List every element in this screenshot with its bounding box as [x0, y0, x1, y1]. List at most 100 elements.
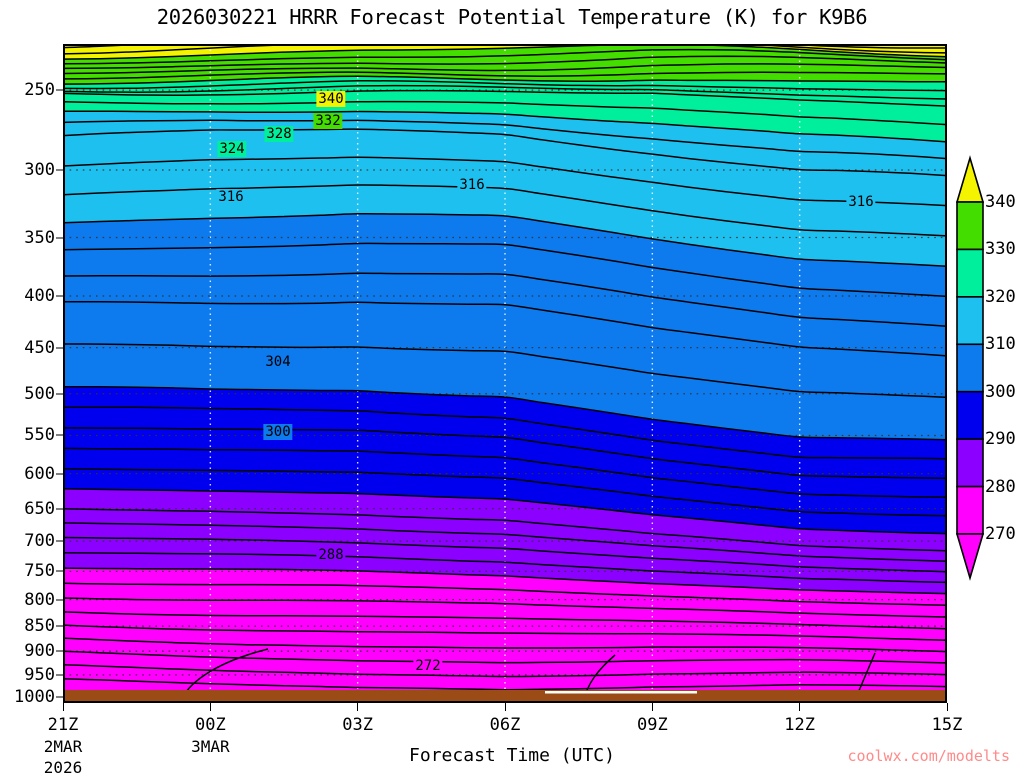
y-axis-tick-label: 300 [24, 160, 55, 180]
contour-line [63, 343, 947, 399]
colorbar-tick-label: 340 [985, 192, 1016, 212]
x-tick-time: 06Z [489, 715, 521, 735]
y-axis-tick-label: 550 [24, 425, 55, 446]
contour-line [63, 80, 947, 92]
contour-value-label: 328 [264, 126, 294, 142]
y-axis-tick-mark [56, 625, 63, 627]
x-axis-tick-label: 12Z [784, 715, 815, 735]
x-axis-tick-mark [946, 703, 948, 711]
contour-value-label: 316 [457, 177, 487, 193]
contour-line [63, 212, 947, 268]
contour-line [63, 467, 947, 517]
contour-line [63, 663, 947, 678]
x-tick-time: 12Z [784, 715, 816, 735]
y-axis-tick-label: 600 [24, 463, 55, 484]
contour-line [63, 624, 947, 641]
colorbar-tick-label: 310 [985, 334, 1016, 355]
y-axis-tick-mark [56, 540, 63, 542]
contour-line [63, 385, 947, 441]
y-axis-tick-label: 750 [24, 561, 55, 582]
contour-value-label: 324 [217, 141, 247, 157]
contour-line [63, 406, 947, 460]
contour-plot [63, 44, 947, 703]
contour-line [63, 48, 947, 65]
x-axis-tick-mark [504, 703, 506, 711]
colorbar-band [956, 438, 984, 488]
contour-line [63, 128, 947, 177]
contour-line [63, 567, 947, 595]
contour-line [63, 184, 947, 237]
y-axis-tick-mark [56, 89, 63, 91]
page-title: 2026030221 HRRR Forecast Potential Tempe… [156, 5, 868, 29]
y-axis-tick-label: 1000 [14, 687, 55, 708]
contour-line [63, 522, 947, 563]
y-axis-tick-mark [56, 674, 63, 676]
x-axis-tick-label: 15Z [932, 715, 963, 735]
contour-line [63, 508, 947, 552]
contour-line [63, 55, 947, 70]
y-axis-tick-label: 700 [24, 531, 55, 552]
contour-line [63, 242, 947, 298]
colorbar-band [956, 343, 984, 393]
terrain-highlight [545, 691, 697, 694]
contour-line [63, 427, 947, 480]
y-axis-tick-mark [56, 237, 63, 239]
contour-line [63, 611, 947, 630]
y-axis-tick-mark [56, 508, 63, 510]
surface-inversion-contour [857, 652, 876, 694]
x-axis-tick-label: 06Z [490, 715, 521, 735]
contour-line [63, 110, 947, 143]
colorbar-band [956, 201, 984, 251]
colorbar-tick-label: 290 [985, 429, 1016, 450]
x-axis-tick-label: 03Z [342, 715, 373, 735]
colorbar: 340 330 320 310 300 290 280 270 [955, 155, 1016, 581]
x-axis-tick-label: 00Z 3MAR [191, 715, 230, 756]
x-tick-time: 03Z [342, 715, 374, 735]
contour-value-label: 316 [216, 189, 246, 205]
colorbar-tick-label: 320 [985, 286, 1016, 307]
y-axis-tick-label: 650 [24, 498, 55, 519]
colorbar-band [956, 296, 984, 346]
colorbar-band [956, 390, 984, 440]
colorbar-tick-label: 330 [985, 239, 1016, 260]
y-axis-tick-label: 800 [24, 589, 55, 610]
y-axis-tick-label: 400 [24, 286, 55, 306]
y-axis-tick-label: 950 [24, 664, 55, 685]
colorbar-scale [955, 155, 985, 581]
y-axis-tick-mark [56, 599, 63, 601]
y-axis-tick-label: 350 [24, 227, 55, 248]
y-axis-tick-label: 450 [24, 337, 55, 358]
x-axis-title: Forecast Time (UTC) [409, 745, 615, 766]
x-tick-date: 2MAR [43, 737, 83, 756]
colorbar-tick-label: 270 [985, 524, 1016, 544]
contour-line [63, 75, 947, 85]
y-axis-tick-label: 250 [24, 80, 55, 101]
y-axis-tick-mark [56, 473, 63, 475]
contour-line [63, 551, 947, 584]
y-axis-tick-mark [56, 570, 63, 572]
x-axis-tick-label: 09Z [637, 715, 668, 735]
contour-line [63, 84, 947, 100]
plot-area: 340 332 328 324 316 316 316 304 300 288 272 [63, 44, 947, 703]
colorbar-band [956, 485, 984, 535]
contour-line [63, 447, 947, 498]
plot-frame [63, 44, 947, 703]
y-axis-tick-label: 900 [24, 641, 55, 662]
y-axis-tick-mark [56, 434, 63, 436]
x-axis-tick-mark [651, 703, 653, 711]
x-axis-tick-mark [799, 703, 801, 711]
colorbar-tick-label: 300 [985, 381, 1016, 402]
y-axis-tick-mark [56, 650, 63, 652]
watermark: coolwx.com/modelts [847, 747, 1010, 765]
contour-line [63, 100, 947, 126]
terrain-surface [63, 690, 947, 703]
x-axis-tick-mark [357, 703, 359, 711]
contour-line [63, 156, 947, 207]
colorbar-band [956, 248, 984, 298]
contour-line [63, 300, 947, 357]
contour-value-label: 300 [263, 424, 293, 440]
contour-line [63, 536, 947, 573]
contour-line [63, 71, 947, 80]
contour-band [63, 44, 947, 60]
y-axis-tick-mark [56, 347, 63, 349]
